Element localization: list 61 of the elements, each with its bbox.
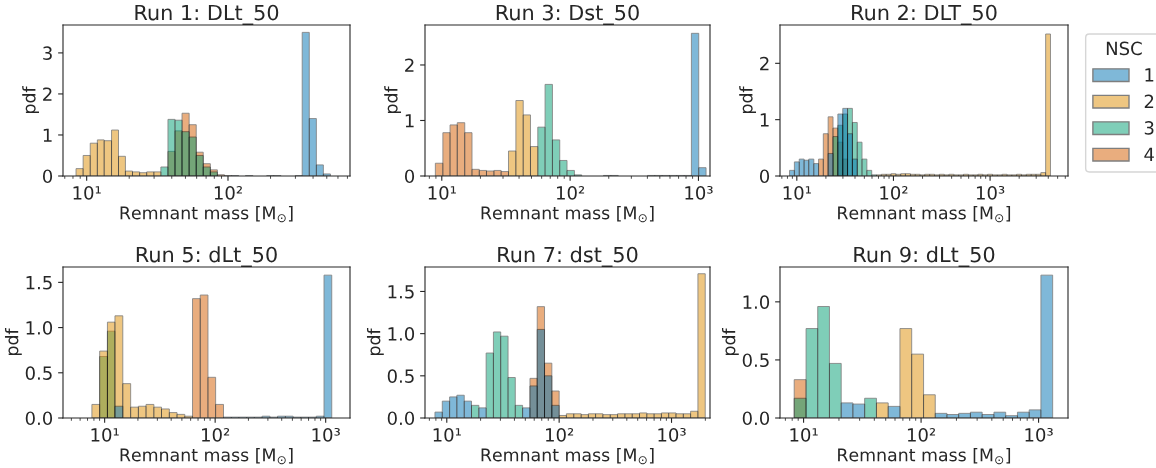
y-tick-label: 0 <box>42 169 53 184</box>
chart-title: Run 2: DLT_50 <box>852 4 997 25</box>
y-tick-label: 3 <box>43 46 52 61</box>
x-tick-label: 10² <box>214 186 242 200</box>
y-tick-label: 1 <box>760 113 769 127</box>
legend-label: 2 <box>1144 94 1154 108</box>
x-tick-label: 10³ <box>312 428 340 442</box>
y-axis-title: pdf <box>366 328 384 355</box>
y-axis-title: pdf <box>739 86 757 113</box>
x-tick-label: 10³ <box>1025 428 1053 442</box>
y-tick-label: 0.5 <box>742 353 769 368</box>
x-tick-label: 10² <box>202 428 230 442</box>
x-axis-title: Remnant mass [M$_{⊙}$] <box>838 447 1011 465</box>
legend-label: 4 <box>1144 147 1154 161</box>
y-tick-label: 1.5 <box>388 285 414 299</box>
chart-title: Run 7: dst_50 <box>498 246 638 267</box>
x-axis-title: Remnant mass [M$_{⊙}$] <box>120 447 293 465</box>
x-axis-title: Remnant mass [M$_{⊙}$] <box>481 447 654 465</box>
chart-title: Run 9: dLt_50 <box>854 246 995 267</box>
x-tick-label: 10¹ <box>783 186 811 200</box>
y-tick-label: 2 <box>405 58 414 72</box>
x-tick-label: 10³ <box>685 186 713 200</box>
y-tick-label: 1 <box>405 114 414 128</box>
legend-label: 3 <box>1144 121 1154 135</box>
x-tick-label: 10² <box>880 186 908 200</box>
y-tick-label: 1.0 <box>743 295 770 309</box>
x-tick-label: 10² <box>907 428 936 442</box>
x-tick-label: 10¹ <box>428 186 456 200</box>
y-tick-label: 1 <box>43 128 52 142</box>
x-tick-label: 10² <box>546 428 574 442</box>
y-tick-label: 1.0 <box>26 321 53 335</box>
x-axis-title: Remnant mass [M$_{⊙}$] <box>120 205 293 223</box>
y-tick-label: 0.5 <box>387 369 414 383</box>
y-tick-label: 2 <box>760 56 769 71</box>
chart-title: Run 5: dLt_50 <box>136 246 277 267</box>
x-axis-title: Remnant mass [M$_{⊙}$] <box>481 205 654 223</box>
y-axis-title: pdf <box>721 328 739 355</box>
y-tick-label: 1.0 <box>388 327 415 341</box>
x-tick-label: 10¹ <box>73 186 101 200</box>
y-tick-label: 1.5 <box>26 276 52 290</box>
y-tick-label: 0.0 <box>742 411 770 426</box>
y-axis-title: pdf <box>22 86 40 113</box>
legend-title: NSC <box>1106 41 1142 56</box>
chart-title: Run 3: Dst_50 <box>496 4 639 25</box>
x-tick-label: 10¹ <box>433 428 461 442</box>
y-axis-title: pdf <box>384 86 402 113</box>
y-axis-title: pdf <box>4 328 22 355</box>
x-tick-label: 10³ <box>976 186 1005 200</box>
y-tick-label: 2 <box>43 87 52 101</box>
x-tick-label: 10² <box>557 186 585 200</box>
y-tick-label: 0.0 <box>25 411 53 426</box>
x-tick-label: 10³ <box>658 428 686 442</box>
y-tick-label: 0 <box>404 169 415 184</box>
y-tick-label: 0.5 <box>25 366 52 380</box>
y-tick-label: 0.0 <box>387 411 415 426</box>
x-tick-label: 10¹ <box>91 428 119 442</box>
x-axis-title: Remnant mass [M$_{⊙}$] <box>838 205 1011 223</box>
y-tick-label: 0 <box>759 169 770 184</box>
legend-label: 1 <box>1145 68 1154 82</box>
chart-title: Run 1: DLt_50 <box>135 4 279 25</box>
x-tick-label: 10¹ <box>790 428 818 442</box>
